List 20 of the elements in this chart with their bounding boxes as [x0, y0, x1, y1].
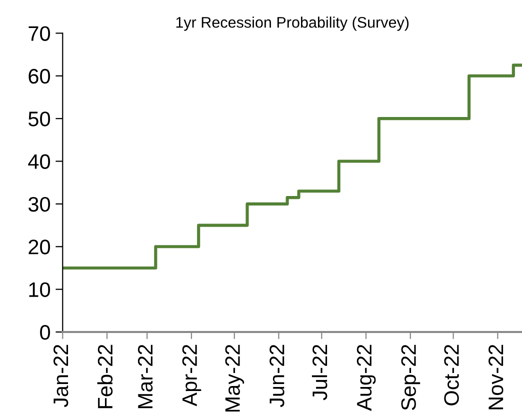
x-tick-label: Mar-22: [138, 344, 153, 408]
x-tick-label: Jun-22: [270, 344, 284, 408]
x-tick-label: Nov-22: [488, 344, 504, 410]
y-tick-label: 50: [28, 112, 50, 126]
y-tick-label: 20: [28, 240, 50, 254]
x-tick-label: Jan-22: [53, 344, 68, 408]
x-tick-label: Feb-22: [97, 344, 113, 408]
x-tick-label: Apr-22: [182, 344, 202, 406]
y-tick-label: 40: [28, 154, 50, 170]
y-tick-label: 60: [28, 68, 50, 84]
x-tick-label: Sep-22: [401, 344, 420, 410]
x-tick-label: Aug-22: [356, 344, 376, 411]
y-tick-label: 70: [28, 26, 50, 41]
chart-title: 1yr Recession Probability (Survey): [176, 16, 409, 31]
x-tick-label: Jul-22: [312, 344, 328, 400]
x-tick-label: Oct-22: [444, 344, 459, 406]
y-tick-label: 10: [29, 282, 50, 298]
y-tick-label: 0: [40, 325, 50, 340]
x-tick-label: May-22: [225, 344, 244, 412]
y-tick-label: 30: [28, 196, 50, 212]
